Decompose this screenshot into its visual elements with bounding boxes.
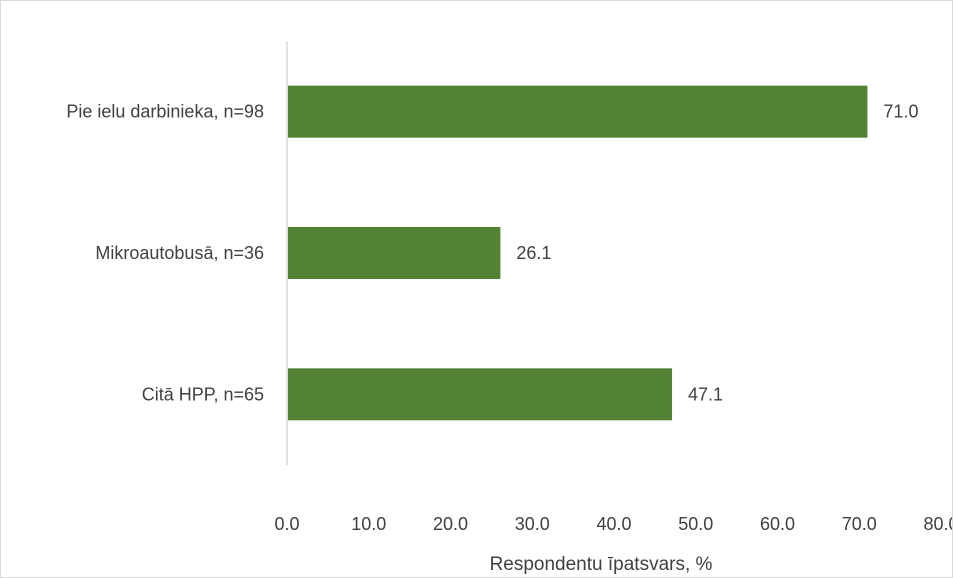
x-tick-labels: 0.0 10.0 20.0 30.0 40.0 50.0 60.0 70.0 80.0: [274, 514, 952, 534]
data-labels: 71.0 26.1 47.1: [516, 102, 918, 405]
data-label-1: 26.1: [516, 243, 551, 263]
category-label-1: Mikroautobusā, n=36: [95, 243, 264, 263]
x-tick-label-2: 20.0: [433, 514, 468, 534]
bar-1: [288, 227, 501, 279]
x-tick-label-8: 80.0: [923, 514, 952, 534]
data-label-0: 71.0: [883, 102, 918, 122]
x-tick-label-0: 0.0: [274, 514, 299, 534]
x-tick-label-6: 60.0: [760, 514, 795, 534]
category-label-0: Pie ielu darbinieka, n=98: [66, 102, 264, 122]
category-labels: Pie ielu darbinieka, n=98 Mikroautobusā, …: [66, 102, 264, 405]
data-label-2: 47.1: [688, 384, 723, 404]
bar-2: [288, 368, 673, 421]
x-tick-label-1: 10.0: [351, 514, 386, 534]
x-tick-label-7: 70.0: [842, 514, 877, 534]
x-tick-label-5: 50.0: [678, 514, 713, 534]
category-label-2: Citā HPP, n=65: [142, 384, 264, 404]
x-tick-label-4: 40.0: [596, 514, 631, 534]
x-axis-title: Respondentu īpatsvars, %: [490, 554, 713, 575]
x-tick-label-3: 30.0: [515, 514, 550, 534]
bars-group: [288, 85, 868, 421]
bar-0: [288, 85, 868, 138]
